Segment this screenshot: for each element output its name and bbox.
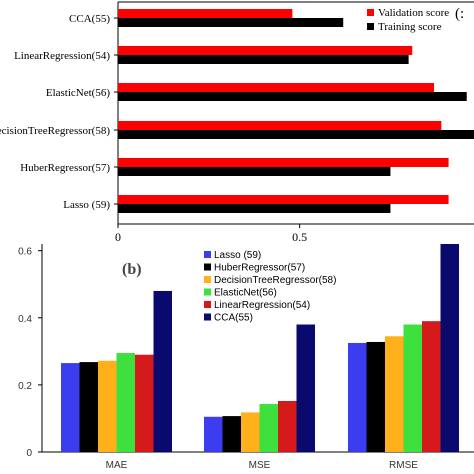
category-label: LinearRegression(54) bbox=[14, 50, 110, 62]
x-tick-label: 0 bbox=[115, 230, 121, 244]
bar-decisiontreeregressor-58- bbox=[385, 336, 404, 452]
bar-training bbox=[118, 18, 344, 27]
category-label: CCA(55) bbox=[69, 13, 110, 25]
bar-linearregression-54- bbox=[278, 401, 297, 452]
panel-b-label: (b) bbox=[122, 261, 142, 278]
panel-a-chart: CCA(55) LinearRegression(54) ElasticNet(56… bbox=[0, 1, 474, 244]
legend-label: DecisionTreeRegressor(58) bbox=[214, 275, 336, 286]
bar-cca-55- bbox=[440, 244, 459, 452]
legend-label: Validation score bbox=[378, 7, 449, 19]
y-tick-label: 0.2 bbox=[18, 381, 32, 392]
bar-decisiontreeregressor-58- bbox=[98, 360, 117, 452]
bar-elasticnet-56- bbox=[259, 404, 278, 452]
bar-validation bbox=[118, 83, 435, 92]
legend-swatch bbox=[204, 301, 211, 308]
bar-huberregressor-57- bbox=[222, 416, 241, 452]
bar-cca-55- bbox=[153, 290, 172, 452]
bar-training bbox=[118, 92, 467, 101]
legend-swatch bbox=[204, 276, 211, 283]
bar-training bbox=[118, 204, 391, 213]
legend-swatch bbox=[204, 263, 211, 271]
legend-swatch bbox=[204, 288, 211, 296]
bar-decisiontreeregressor-58- bbox=[241, 412, 260, 452]
bar-validation bbox=[118, 121, 442, 130]
legend-swatch bbox=[367, 9, 374, 16]
bar-lasso-59- bbox=[348, 342, 367, 452]
category-label: HuberRegressor(57) bbox=[20, 162, 110, 174]
panel-a-label: (: bbox=[455, 6, 464, 22]
bar-validation bbox=[118, 158, 449, 167]
legend-label: CCA(55) bbox=[214, 313, 253, 324]
bar-elasticnet-56- bbox=[116, 353, 135, 452]
legend-label: Lasso (59) bbox=[214, 250, 261, 261]
bar-elasticnet-56- bbox=[403, 324, 422, 452]
category-label: DecisionTreeRegressor(58) bbox=[0, 125, 110, 137]
legend-label: Training score bbox=[378, 21, 442, 33]
bar-training bbox=[118, 167, 391, 176]
legend: Validation score Training score bbox=[367, 7, 449, 33]
y-tick-label: 0.6 bbox=[18, 247, 32, 258]
category-label: MAE bbox=[106, 460, 128, 471]
bar-training bbox=[118, 55, 409, 64]
legend-label: ElasticNet(56) bbox=[214, 288, 277, 299]
category-label: RMSE bbox=[389, 460, 418, 471]
bar-validation bbox=[118, 46, 413, 55]
x-tick-label: 0.5 bbox=[292, 230, 307, 244]
bar-huberregressor-57- bbox=[366, 341, 385, 452]
y-tick-label: 0.4 bbox=[18, 314, 32, 325]
bar-lasso-59- bbox=[61, 363, 80, 452]
y-tick-label: 0 bbox=[26, 448, 32, 459]
category-label: ElasticNet(56) bbox=[46, 87, 110, 99]
bar-validation bbox=[118, 195, 449, 204]
legend-label: LinearRegression(54) bbox=[214, 300, 310, 311]
category-label: Lasso (59) bbox=[63, 199, 110, 211]
legend-swatch bbox=[204, 313, 211, 321]
bar-linearregression-54- bbox=[422, 321, 441, 452]
legend: Lasso (59) HuberRegressor(57)DecisionTree… bbox=[204, 250, 336, 324]
legend-swatch bbox=[367, 23, 374, 30]
bar-huberregressor-57- bbox=[79, 362, 98, 452]
bar-cca-55- bbox=[296, 324, 315, 452]
bar-lasso-59- bbox=[204, 416, 223, 452]
legend-label: HuberRegressor(57) bbox=[214, 263, 305, 274]
panel-b-chart: 0 0.2 0.4 0.6 MAE MSE RMSE Lasso (59) HuberRegre… bbox=[18, 244, 474, 471]
bar-linearregression-54- bbox=[135, 354, 154, 452]
bar-training bbox=[118, 130, 474, 139]
legend-swatch bbox=[204, 251, 211, 258]
category-label: MSE bbox=[249, 460, 271, 471]
bar-validation bbox=[118, 9, 293, 18]
